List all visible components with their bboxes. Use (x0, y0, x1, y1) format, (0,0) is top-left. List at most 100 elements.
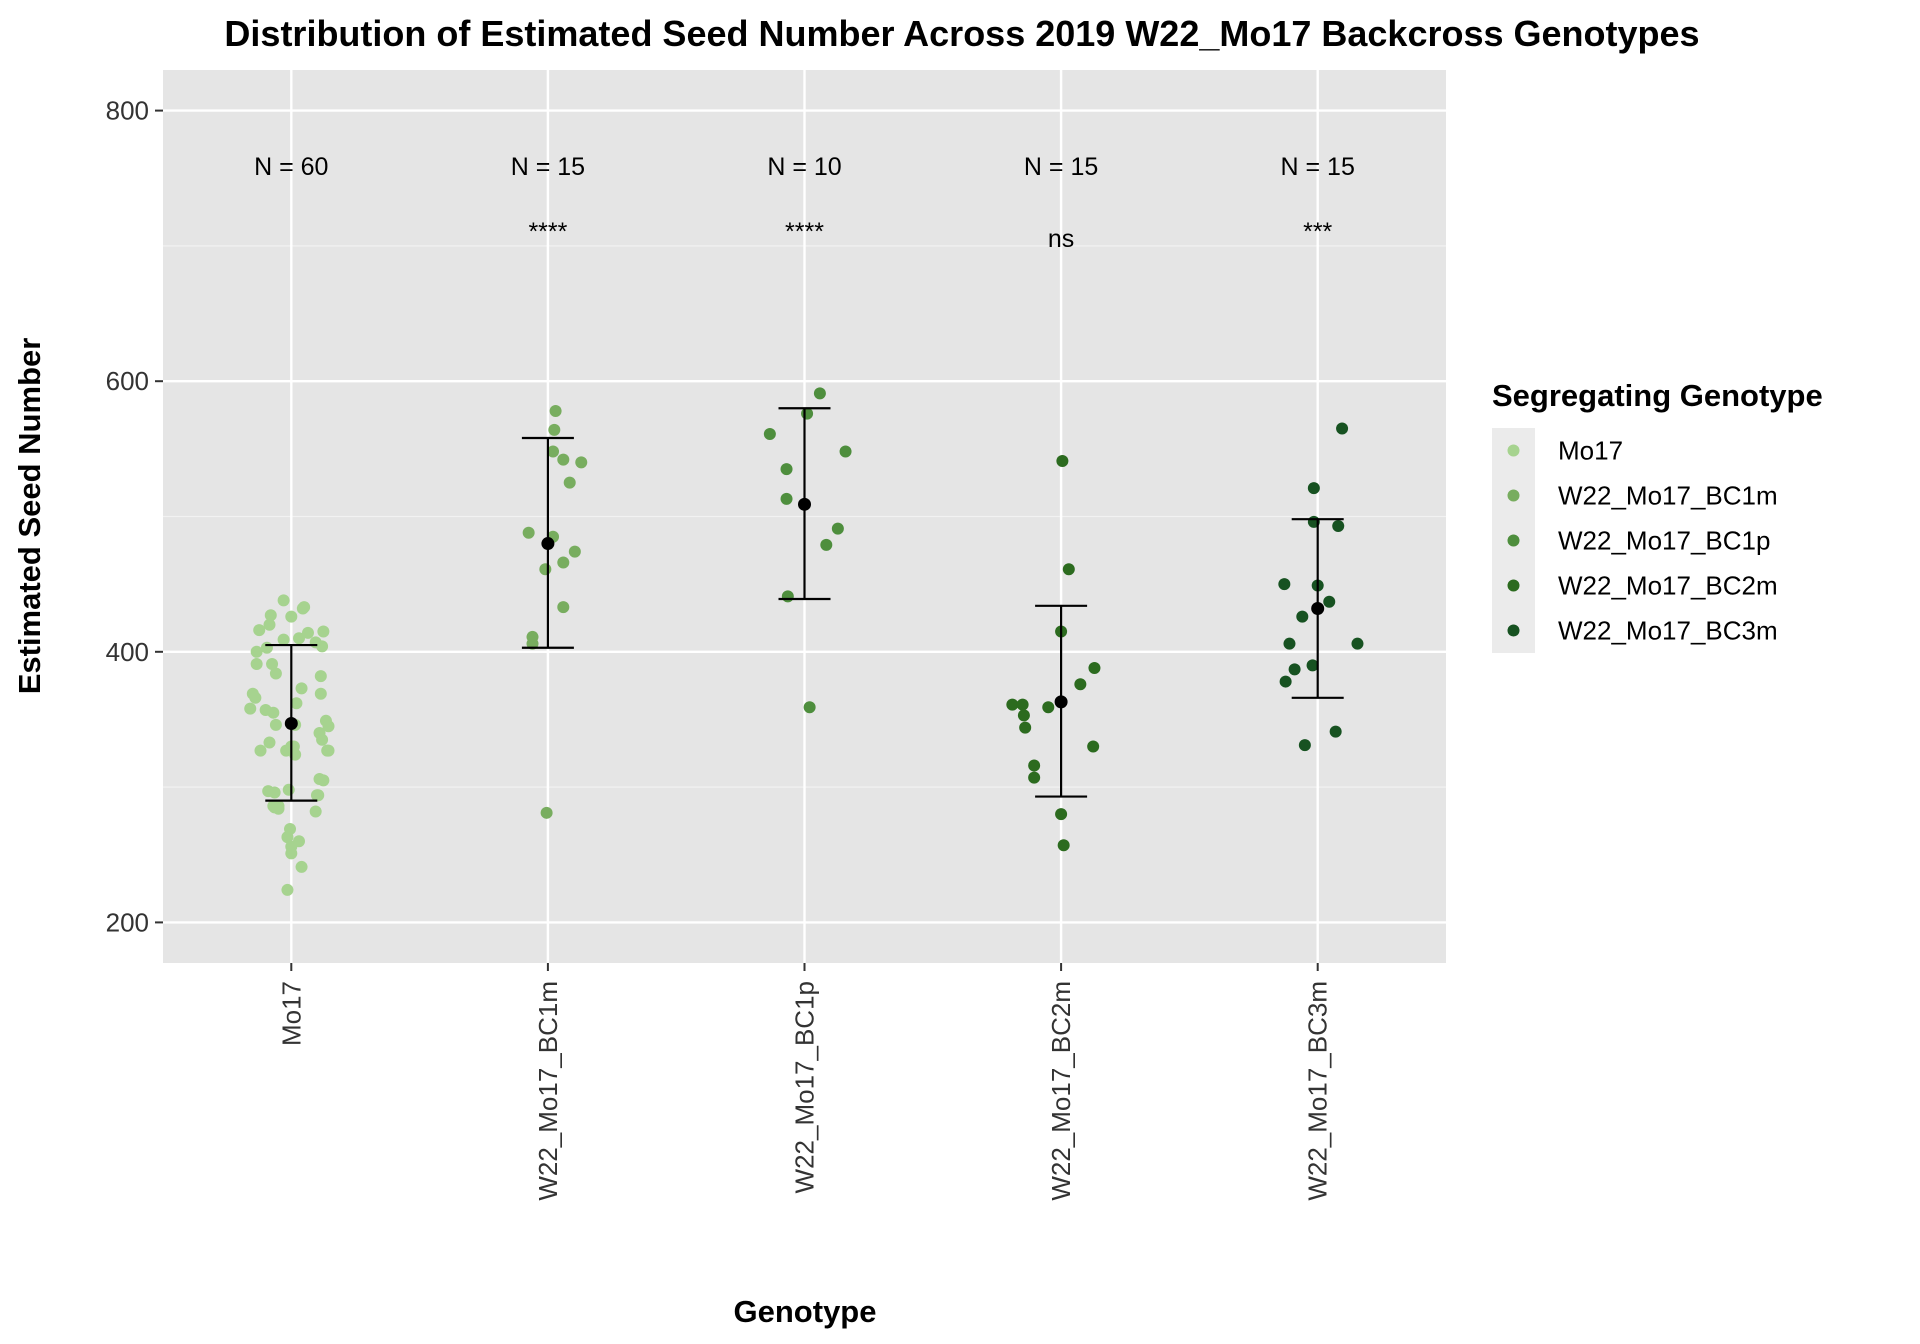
x-tick-label: W22_Mo17_BC3m (1303, 981, 1333, 1201)
legend-marker (1507, 534, 1520, 547)
data-point (285, 847, 298, 860)
legend-title: Segregating Genotype (1492, 378, 1823, 413)
x-axis-title: Genotype (734, 1294, 877, 1329)
data-point (314, 670, 327, 683)
data-point (263, 618, 276, 631)
data-point (284, 823, 297, 836)
error-bars (265, 407, 1344, 802)
data-point (292, 835, 305, 848)
data-point (780, 492, 793, 505)
data-point (312, 789, 325, 802)
legend-entry-label: W22_Mo17_BC2m (1558, 571, 1778, 601)
data-point (803, 701, 816, 714)
data-point (1087, 740, 1100, 753)
data-point (269, 667, 282, 680)
legend-entry-label: W22_Mo17_BC1m (1558, 481, 1778, 511)
data-point (269, 718, 282, 731)
data-point (522, 526, 535, 539)
n-count-label: N = 15 (511, 153, 585, 181)
n-count-label: N = 15 (1024, 153, 1098, 181)
data-point (1306, 659, 1319, 672)
legend-entry-label: W22_Mo17_BC3m (1558, 616, 1778, 646)
data-point (281, 883, 294, 896)
data-point (268, 786, 281, 799)
data-point (254, 744, 267, 757)
data-point (1055, 808, 1068, 821)
data-point (781, 590, 794, 603)
data-point (557, 601, 570, 614)
n-count-label: N = 10 (767, 153, 841, 181)
significance-label: *** (1303, 218, 1332, 246)
data-point (1017, 709, 1030, 722)
x-tick-label: W22_Mo17_BC2m (1046, 981, 1076, 1201)
significance-label: **** (785, 218, 824, 246)
data-point (250, 645, 263, 658)
data-point (813, 387, 826, 400)
data-point (575, 456, 588, 469)
data-point (557, 453, 570, 466)
n-count-label: N = 60 (254, 153, 328, 181)
mean-point (541, 537, 555, 551)
data-point (1088, 662, 1101, 675)
mean-point (284, 717, 298, 731)
data-point (831, 522, 844, 535)
data-point (295, 682, 308, 695)
legend-marker (1507, 444, 1520, 457)
chart-title: Distribution of Estimated Seed Number Ac… (224, 13, 1699, 54)
y-tick-label: 400 (106, 637, 149, 667)
data-point (568, 545, 581, 558)
data-point (277, 633, 290, 646)
mean-point (1054, 695, 1068, 709)
data-point (1323, 595, 1336, 608)
data-point (1288, 663, 1301, 676)
data-point (763, 427, 776, 440)
data-point (244, 702, 257, 715)
data-point (316, 640, 329, 653)
legend-entry-label: W22_Mo17_BC1p (1558, 526, 1770, 556)
data-point (547, 445, 560, 458)
data-point (1307, 482, 1320, 495)
data-point (264, 609, 277, 622)
data-point (317, 774, 330, 787)
data-point (298, 601, 311, 614)
data-point (1332, 519, 1345, 532)
data-point (1056, 455, 1069, 468)
data-point (540, 806, 553, 819)
data-point (1028, 771, 1041, 784)
significance-label: ns (1048, 225, 1074, 253)
data-point (282, 783, 295, 796)
data-point (557, 556, 570, 569)
data-point (249, 691, 262, 704)
data-point (277, 594, 290, 607)
x-tick-label: W22_Mo17_BC1m (533, 981, 563, 1201)
data-point (1042, 701, 1055, 714)
n-count-label: N = 15 (1281, 153, 1355, 181)
data-point (1062, 563, 1075, 576)
data-point (1283, 637, 1296, 650)
data-point (266, 657, 279, 670)
y-tick-label: 200 (106, 907, 149, 937)
mean-point (1311, 602, 1325, 616)
data-point (563, 476, 576, 489)
data-point (309, 805, 322, 818)
data-point (322, 720, 335, 733)
data-point (1028, 759, 1041, 772)
data-point (1074, 678, 1087, 691)
data-point (253, 624, 266, 637)
data-point (1329, 725, 1342, 738)
data-point (316, 733, 329, 746)
y-tick-label: 800 (106, 96, 149, 126)
data-point (1278, 578, 1291, 591)
significance-label: **** (528, 218, 567, 246)
data-point (548, 423, 561, 436)
data-point (1016, 698, 1029, 711)
data-point (839, 445, 852, 458)
data-point (292, 632, 305, 645)
y-axis-title: Estimated Seed Number (12, 338, 47, 695)
data-point (314, 687, 327, 700)
data-points (244, 387, 1364, 896)
data-point (801, 407, 814, 420)
data-point (250, 657, 263, 670)
data-point (285, 610, 298, 623)
data-point (1296, 610, 1309, 623)
